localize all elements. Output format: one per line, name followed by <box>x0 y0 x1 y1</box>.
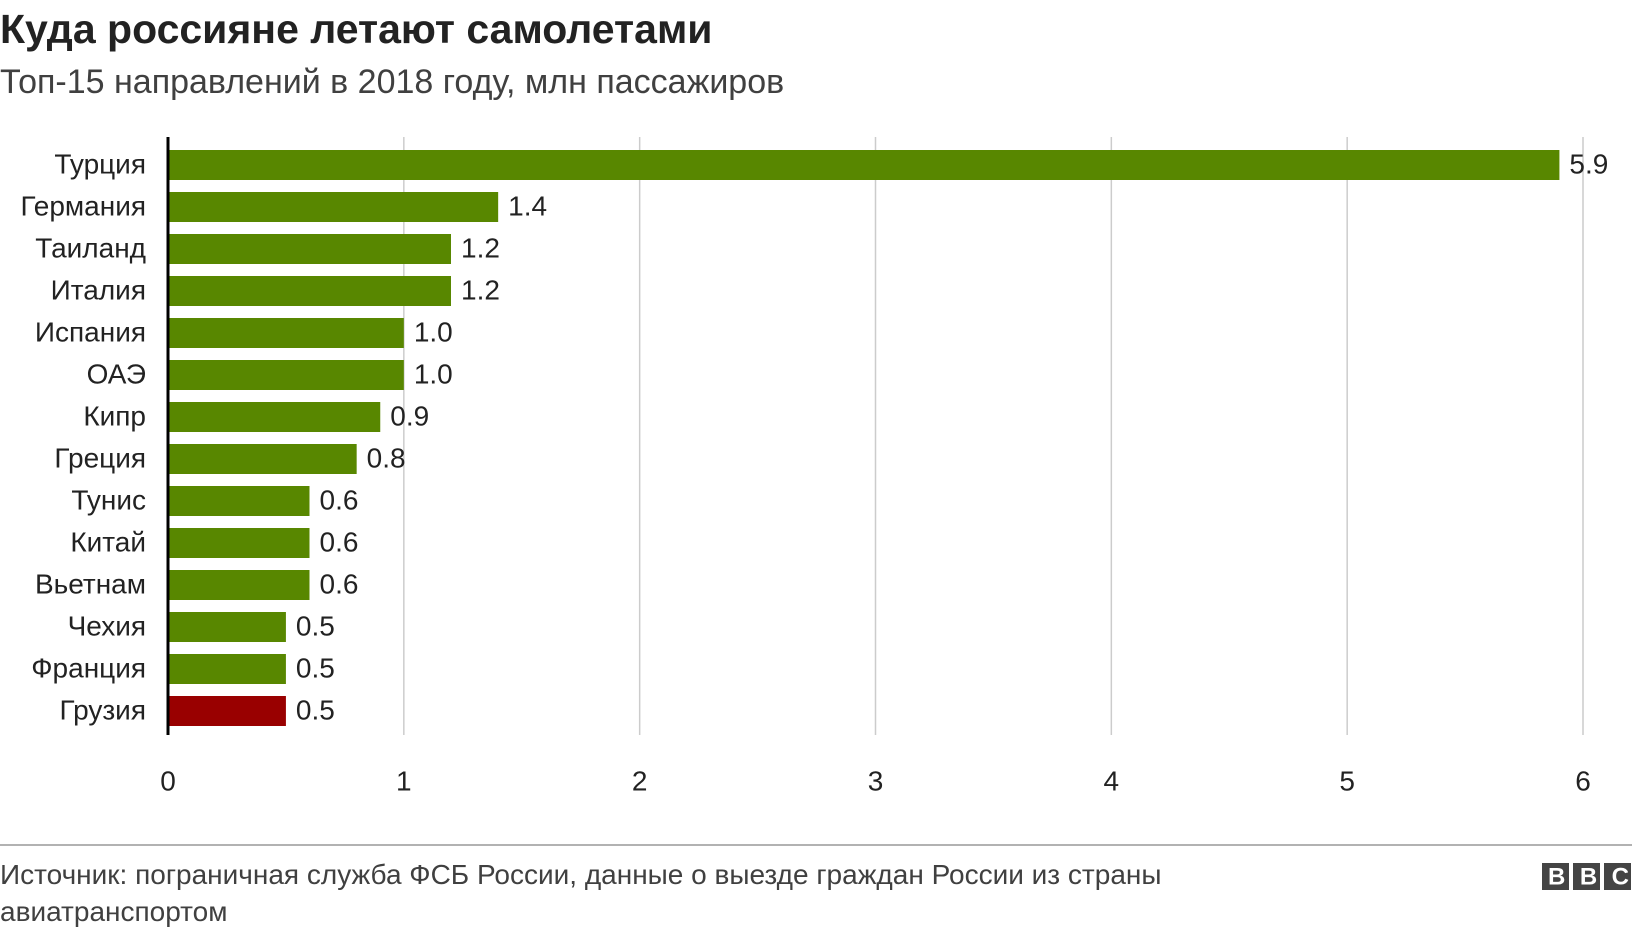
logo-box <box>1542 863 1569 890</box>
bar <box>168 654 286 684</box>
y-tick-label: Китай <box>70 526 146 557</box>
y-tick-label: Таиланд <box>35 232 146 263</box>
y-tick-label: Германия <box>20 190 146 221</box>
x-tick-label: 5 <box>1339 765 1355 796</box>
logo-box <box>1604 863 1631 890</box>
value-label: 0.6 <box>320 484 359 515</box>
bar <box>168 150 1560 180</box>
source-note: Источник: пограничная служба ФСБ России,… <box>0 859 1162 927</box>
value-label: 0.6 <box>320 568 359 599</box>
value-label: 1.4 <box>508 190 547 221</box>
bar <box>168 696 286 726</box>
value-label: 0.6 <box>320 526 359 557</box>
x-tick-label: 0 <box>160 765 176 796</box>
y-tick-label: Италия <box>51 274 146 305</box>
y-tick-label: Греция <box>54 442 146 473</box>
y-tick-label: Вьетнам <box>35 568 146 599</box>
y-tick-label: Кипр <box>83 400 146 431</box>
value-label: 5.9 <box>1569 148 1608 179</box>
bar <box>168 570 310 600</box>
bar <box>168 486 310 516</box>
y-tick-label: Испания <box>35 316 146 347</box>
logo-box <box>1573 863 1600 890</box>
logo: BBC <box>1548 863 1632 890</box>
y-tick-label: Турция <box>54 148 146 179</box>
value-label: 0.5 <box>296 694 335 725</box>
value-label: 0.8 <box>367 442 406 473</box>
bar <box>168 234 451 264</box>
y-tick-label: Чехия <box>68 610 146 641</box>
x-tick-label: 4 <box>1104 765 1120 796</box>
value-label: 0.5 <box>296 610 335 641</box>
value-label: 1.0 <box>414 358 453 389</box>
value-label: 1.2 <box>461 232 500 263</box>
x-tick-label: 1 <box>396 765 412 796</box>
bar <box>168 318 404 348</box>
y-tick-label: Тунис <box>71 484 146 515</box>
x-tick-label: 2 <box>632 765 648 796</box>
value-label: 0.5 <box>296 652 335 683</box>
bar <box>168 402 381 432</box>
bar <box>168 276 451 306</box>
y-tick-label: Франция <box>31 652 146 683</box>
value-label: 1.2 <box>461 274 500 305</box>
bar <box>168 192 499 222</box>
y-tick-label: ОАЭ <box>87 358 146 389</box>
y-tick-label: Грузия <box>60 694 147 725</box>
chart-subtitle: Топ-15 направлений в 2018 году, млн пасс… <box>0 63 784 101</box>
value-label: 1.0 <box>414 316 453 347</box>
bar <box>168 360 404 390</box>
chart-title: Куда россияне летают самолетами <box>0 6 712 52</box>
x-tick-label: 6 <box>1575 765 1591 796</box>
bar <box>168 528 310 558</box>
value-label: 0.9 <box>390 400 429 431</box>
logo-boxes <box>1542 863 1631 890</box>
x-tick-label: 3 <box>868 765 884 796</box>
bar <box>168 612 286 642</box>
bar <box>168 444 357 474</box>
